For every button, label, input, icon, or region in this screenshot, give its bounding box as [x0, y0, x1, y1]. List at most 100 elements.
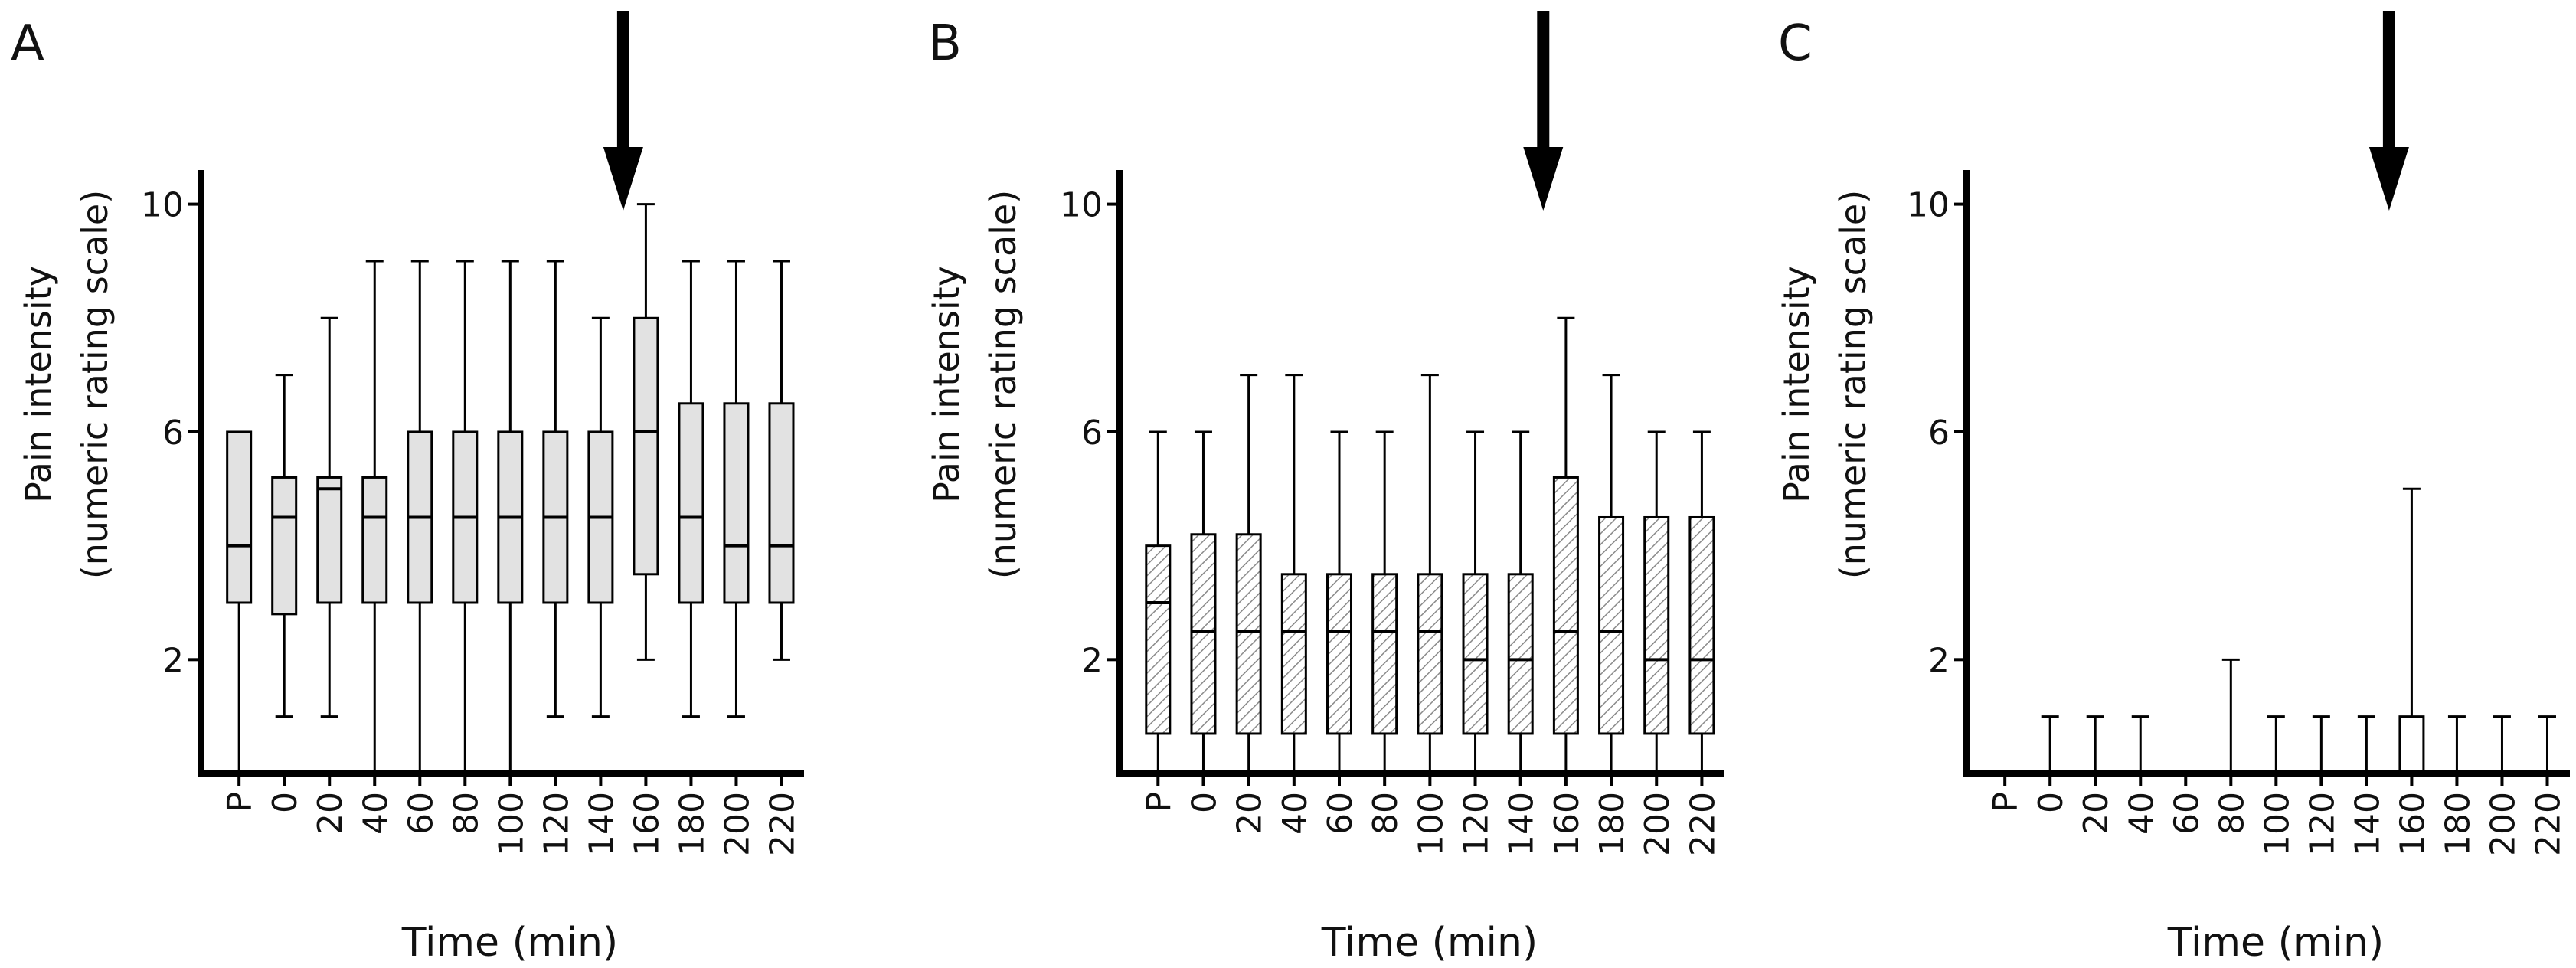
- arrow-marker: [603, 11, 643, 211]
- box-60: [407, 260, 433, 775]
- box-80: [1371, 430, 1398, 775]
- x-tick-label: 220: [763, 792, 802, 856]
- arrow-head: [1523, 147, 1564, 211]
- y-tick-label: 2: [162, 641, 184, 680]
- x-tick-label: 40: [1276, 792, 1315, 835]
- y-tick-label: 6: [162, 414, 184, 453]
- x-tick-label: 20: [1231, 792, 1270, 835]
- x-tick-label: 180: [672, 792, 711, 856]
- y-axis-label: Pain intensity (numeric rating scale): [18, 190, 116, 579]
- box-160: [1552, 316, 1579, 775]
- panel-label: C: [1778, 15, 1813, 72]
- box-180: [678, 260, 704, 718]
- y-axis-label-line1: Pain intensity: [926, 266, 967, 503]
- box-0: [1190, 430, 1217, 775]
- x-tick-label: P: [1986, 792, 2025, 813]
- y-axis-label-line2: (numeric rating scale): [1832, 190, 1874, 579]
- box-220: [768, 260, 795, 661]
- box-iqr: [226, 430, 253, 604]
- y-tick-label: 10: [141, 186, 184, 225]
- box-P: [1145, 430, 1172, 775]
- box-20: [1235, 374, 1262, 775]
- x-axis-label: Time (min): [1321, 920, 1538, 966]
- panel-label: A: [11, 15, 44, 72]
- x-tick-label: 20: [311, 792, 350, 835]
- box-140: [587, 316, 614, 718]
- y-tick-label: 2: [1928, 641, 1950, 680]
- box-80: [452, 260, 479, 775]
- box-iqr: [1371, 573, 1398, 735]
- box-140: [2357, 715, 2375, 773]
- box-100: [497, 260, 524, 775]
- box-40: [1280, 374, 1307, 775]
- box-iqr: [1145, 544, 1172, 735]
- box-iqr: [1417, 573, 1443, 735]
- box-120: [542, 260, 569, 718]
- box-iqr: [1235, 533, 1262, 735]
- arrow-marker: [1523, 11, 1564, 211]
- box-iqr: [1552, 476, 1579, 735]
- x-tick-label: 100: [492, 792, 531, 856]
- x-tick-label: 160: [1548, 792, 1587, 856]
- box-100: [2267, 715, 2285, 773]
- x-tick-label: P: [1139, 792, 1178, 813]
- x-tick-label: 120: [537, 792, 576, 856]
- box-200: [723, 260, 750, 718]
- y-axis-label: Pain intensity (numeric rating scale): [1776, 190, 1874, 579]
- box-220: [2538, 715, 2556, 773]
- x-tick-label: 40: [2122, 792, 2161, 835]
- box-40: [361, 260, 388, 775]
- box-iqr: [1598, 515, 1625, 735]
- x-tick-label: 20: [2077, 792, 2116, 835]
- arrow-marker: [2368, 11, 2409, 211]
- y-axis-label-line1: Pain intensity: [1776, 266, 1817, 503]
- x-axis-label: Time (min): [401, 920, 618, 966]
- x-tick-label: 40: [356, 792, 395, 835]
- x-tick-label: 0: [266, 792, 305, 813]
- y-tick-label: 10: [1060, 186, 1103, 225]
- y-axis-label-line2: (numeric rating scale): [74, 190, 116, 579]
- x-tick-label: 200: [718, 792, 757, 856]
- x-tick-label: 160: [2393, 792, 2432, 856]
- box-iqr: [271, 476, 298, 616]
- box-20: [2086, 715, 2104, 773]
- box-160: [633, 203, 659, 661]
- panel-label: B: [928, 15, 962, 72]
- box-iqr: [1643, 515, 1670, 735]
- box-iqr: [316, 476, 343, 604]
- x-tick-label: 140: [1502, 792, 1541, 856]
- box-140: [1507, 430, 1534, 775]
- x-tick-label: 160: [627, 792, 666, 856]
- y-axis-label-line2: (numeric rating scale): [982, 190, 1024, 579]
- arrow-head: [603, 147, 643, 211]
- box-iqr: [723, 402, 750, 604]
- panel-a: A Pain intensity (numeric rating scale) 2 6 1…: [11, 11, 804, 966]
- x-tick-label: 200: [2483, 792, 2522, 856]
- box-40: [2131, 715, 2149, 773]
- box-iqr: [1462, 573, 1489, 735]
- box-iqr: [1190, 533, 1217, 735]
- x-tick-label: 0: [2032, 792, 2071, 813]
- box-P: [226, 430, 253, 775]
- x-tick-label: 80: [1366, 792, 1405, 835]
- y-tick-label: 6: [1081, 414, 1103, 453]
- y-tick-label: 6: [1928, 414, 1950, 453]
- box-100: [1417, 374, 1443, 775]
- box-iqr: [768, 402, 795, 604]
- x-tick-label: 180: [2438, 792, 2477, 856]
- x-tick-label: 120: [1457, 792, 1496, 856]
- x-tick-label: 100: [2257, 792, 2296, 856]
- x-tick-label: 100: [1411, 792, 1450, 856]
- box-iqr: [1507, 573, 1534, 735]
- box-160: [2398, 487, 2425, 775]
- box-200: [1643, 430, 1670, 775]
- x-tick-label: 140: [2348, 792, 2387, 856]
- y-tick-label: 10: [1907, 186, 1950, 225]
- box-iqr: [678, 402, 704, 604]
- x-tick-label: 140: [582, 792, 621, 856]
- box-iqr: [1688, 515, 1715, 735]
- x-tick-label: 60: [1321, 792, 1360, 835]
- x-tick-label: 220: [2529, 792, 2568, 856]
- box-iqr: [1326, 573, 1353, 735]
- box-120: [1462, 430, 1489, 775]
